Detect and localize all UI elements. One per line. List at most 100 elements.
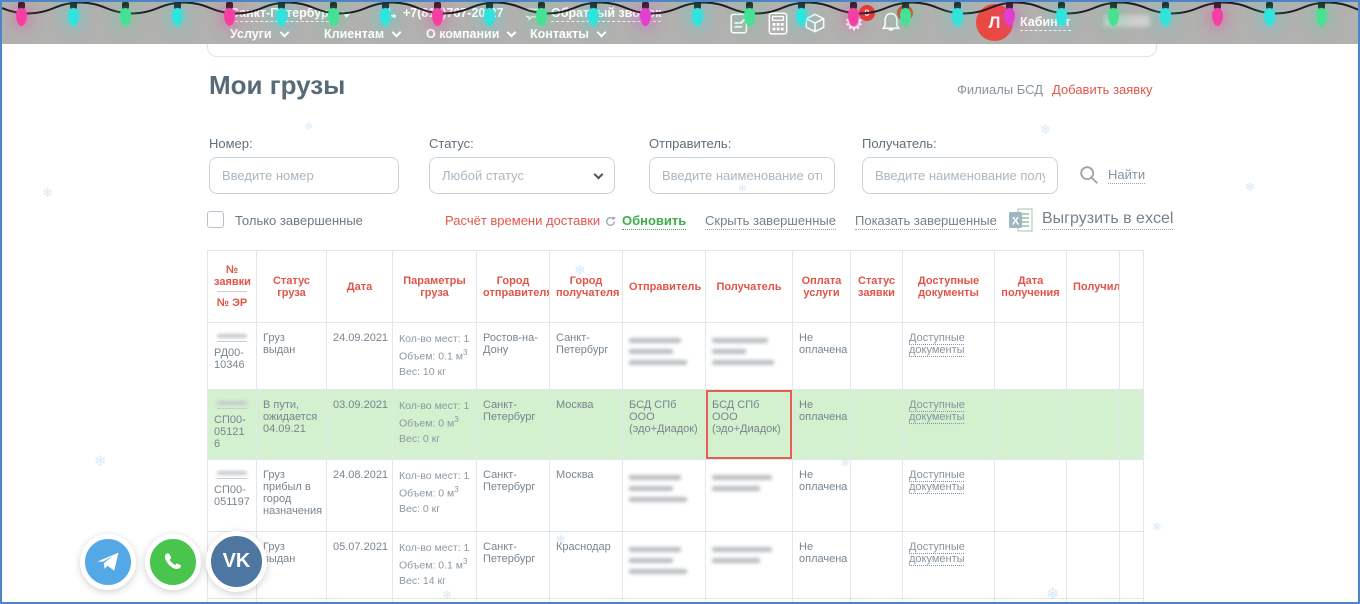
redacted-text	[712, 547, 772, 553]
table-row: СП00-051216 В пути, ожидается 04.09.21 03.…	[207, 389, 1144, 461]
cell-extra	[1119, 598, 1144, 602]
search-icon	[1080, 166, 1098, 184]
callback-label: Обратный звонок	[551, 6, 662, 22]
only-completed-checkbox[interactable]	[207, 211, 224, 228]
nav-item-clients[interactable]: Клиентам	[324, 27, 402, 41]
col-to-city: Город получателя	[549, 250, 623, 323]
nav-item-about[interactable]: О компании	[426, 27, 517, 41]
snowflake-decoration: ❄	[1040, 122, 1051, 137]
documents-link[interactable]: Доступные документы	[909, 332, 965, 356]
cell-received-by	[1066, 389, 1120, 461]
cell-receiver	[705, 321, 793, 391]
number-filter-input[interactable]	[209, 157, 399, 194]
page-title: Мои грузы	[209, 70, 346, 100]
refresh-label: Обновить	[622, 213, 687, 230]
excel-icon: X	[1009, 208, 1033, 232]
whatsapp-button[interactable]	[145, 534, 201, 590]
receiver-filter-label: Получатель:	[862, 136, 937, 151]
cell-to-city: Москва	[549, 389, 623, 461]
receiver-filter-input[interactable]	[862, 157, 1058, 194]
cell-to-city: Краснодар	[549, 598, 623, 602]
new-order-button[interactable]	[728, 10, 756, 38]
cargo-tracking-button[interactable]	[802, 10, 830, 38]
cell-from-city: Санкт-Петербург	[476, 531, 550, 600]
order-edit-icon	[730, 13, 751, 34]
cell-receive-date	[994, 321, 1067, 391]
avatar[interactable]: Л	[976, 4, 1013, 41]
cell-cargo-params: Кол-во мест: 1 Объем: 0 м3 Вес: 0 кг	[392, 459, 477, 533]
status-filter-select[interactable]: Любой статус	[429, 157, 615, 194]
param-line: Кол-во мест: 1	[399, 400, 470, 413]
chevron-down-icon	[506, 27, 517, 37]
cabinet-chevron[interactable]	[1157, 10, 1170, 21]
delivery-time-link[interactable]: Расчёт времени доставки	[445, 213, 601, 228]
cell-payment-status: Не оплачена	[792, 459, 851, 533]
cell-request-status	[850, 321, 903, 391]
col-documents: Доступные документы	[902, 250, 995, 323]
cell-receive-date	[994, 598, 1067, 602]
number-divider	[216, 408, 248, 410]
cell-from-city: Санкт-Петербург	[476, 598, 550, 602]
show-completed-link[interactable]: Показать завершенные	[855, 213, 997, 230]
export-excel-button[interactable]: X Выгрузить в excel	[1008, 207, 1174, 233]
redacted-er-number	[217, 471, 247, 476]
col-extra	[1119, 250, 1144, 323]
cell-documents: Доступные документы	[902, 321, 995, 391]
cell-date: 24.08.2021	[326, 459, 393, 533]
param-line: Объем: 0 м3	[399, 485, 459, 500]
cell-payment-status: Не оплачена	[792, 389, 851, 461]
cabinet-menu[interactable]: Кабинет	[1020, 15, 1071, 31]
chevron-down-icon	[596, 27, 607, 37]
redacted-text	[629, 475, 681, 481]
city-label: Санкт-Петербург	[230, 6, 334, 22]
cell-receiver: БСД СПб ООО (эдо+Диадок)	[705, 389, 793, 461]
city-selector[interactable]: Санкт-Петербург	[230, 6, 352, 22]
notifications-badge: 6	[897, 5, 913, 21]
cell-extra	[1119, 389, 1144, 461]
cargo-table: № заявки № ЭР Статус груза Дата Параметр…	[207, 250, 1144, 602]
nav-item-services[interactable]: Услуги	[230, 27, 290, 41]
cell-cargo-params: Кол-во мест: 1 Объем: 0.1 м3 Вес: 10 кг	[392, 321, 477, 391]
svg-text:X: X	[1012, 216, 1020, 228]
nav-item-contacts[interactable]: Контакты	[530, 27, 607, 41]
phone-link[interactable]: +7(812)767-20-27	[384, 6, 503, 20]
cell-receiver	[705, 598, 793, 602]
param-line: Кол-во мест: 1	[399, 470, 470, 483]
redacted-er-number	[217, 334, 247, 338]
cell-received-by	[1066, 531, 1120, 600]
callback-link[interactable]: Обратный звонок	[526, 6, 662, 22]
search-button[interactable]: Найти	[1078, 164, 1146, 186]
col-received-by: Получил	[1066, 250, 1120, 323]
redacted-text	[629, 349, 673, 354]
settings-button[interactable]: ⚙ 0	[840, 5, 875, 38]
chevron-down-icon	[391, 27, 402, 37]
calculator-button[interactable]	[765, 10, 793, 38]
cabinet-label: Кабинет	[1020, 15, 1071, 31]
telegram-button[interactable]	[80, 534, 136, 590]
notifications-button[interactable]: 6	[878, 5, 913, 38]
cell-to-city: Санкт-Петербург	[549, 321, 623, 391]
vk-button[interactable]: VK	[206, 531, 267, 592]
redacted-text	[629, 547, 681, 553]
documents-link[interactable]: Доступные документы	[909, 399, 965, 424]
cell-payment-status: Не оплачена	[792, 598, 851, 602]
col-cargo-params: Параметры груза	[392, 250, 477, 323]
cell-extra	[1119, 459, 1144, 533]
documents-link[interactable]: Доступные документы	[909, 469, 965, 494]
col-receiver: Получатель	[705, 250, 793, 323]
hide-completed-link[interactable]: Скрыть завершенные	[705, 213, 836, 230]
documents-link[interactable]: Доступные документы	[909, 541, 965, 566]
chevron-down-icon	[593, 169, 604, 180]
cell-request-status	[850, 531, 903, 600]
refresh-button[interactable]: Обновить	[604, 213, 687, 230]
cell-sender	[622, 531, 706, 600]
branches-link[interactable]: Филиалы БСД	[957, 82, 1044, 97]
cell-receiver	[705, 531, 793, 600]
sender-filter-input[interactable]	[649, 157, 835, 194]
cell-sender	[622, 459, 706, 533]
cell-documents: Доступные документы	[902, 459, 995, 533]
add-request-link[interactable]: Добавить заявку	[1052, 82, 1153, 97]
param-line: Кол-во мест: 1	[399, 333, 470, 345]
redacted-user-name	[1104, 15, 1150, 27]
calculator-icon	[768, 12, 788, 35]
